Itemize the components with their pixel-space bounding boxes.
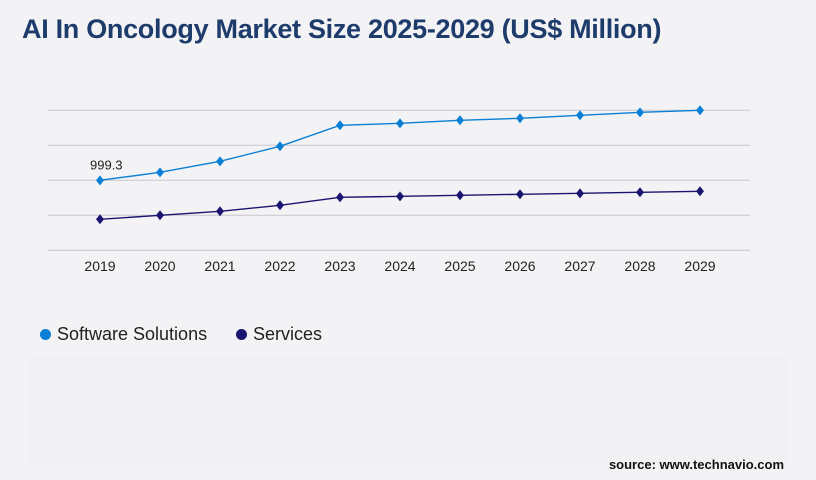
data-point [636,107,644,118]
x-tick-label: 2025 [444,258,475,274]
legend-item-services: Services [236,324,322,345]
legend-marker-icon [236,329,247,340]
legend-label: Services [253,324,323,344]
data-point [156,210,164,221]
data-point [576,110,584,121]
data-point [636,187,644,198]
x-tick-label: 2024 [384,258,415,274]
data-point [456,115,464,126]
x-tick-label: 2022 [264,258,295,274]
x-tick-label: 2026 [504,258,535,274]
data-point [576,188,584,199]
x-tick-label: 2027 [564,258,595,274]
x-tick-label: 2023 [324,258,355,274]
data-point [216,156,224,167]
legend-label: Software Solutions [57,324,208,344]
x-tick-label: 2029 [684,258,715,274]
legend-marker-icon [40,329,51,340]
data-point [216,206,224,217]
data-point [396,118,404,129]
x-tick-label: 2028 [624,258,655,274]
data-point [696,105,704,116]
data-point [516,113,524,124]
x-tick-label: 2020 [144,258,175,274]
data-point [336,192,344,203]
x-tick-label: 2019 [84,258,115,274]
data-point [276,141,284,152]
chart-title: AI In Oncology Market Size 2025-2029 (US… [22,14,662,44]
source-text: source: www.technavio.com [608,457,784,472]
data-point [96,214,104,225]
x-tick-label: 2021 [204,258,235,274]
data-point [456,190,464,201]
legend-item-software: Software Solutions [40,324,207,345]
data-point [696,186,704,197]
data-point [516,189,524,200]
data-point [276,200,284,211]
data-point [396,191,404,202]
data-point [96,175,104,186]
data-label: 999.3 [90,157,123,172]
data-point [156,167,164,178]
line-chart: 2019 2020 2021 2022 2023 2024 2025 2026 2027 2028… [48,105,750,274]
data-point [336,120,344,131]
background-panel [30,355,790,465]
